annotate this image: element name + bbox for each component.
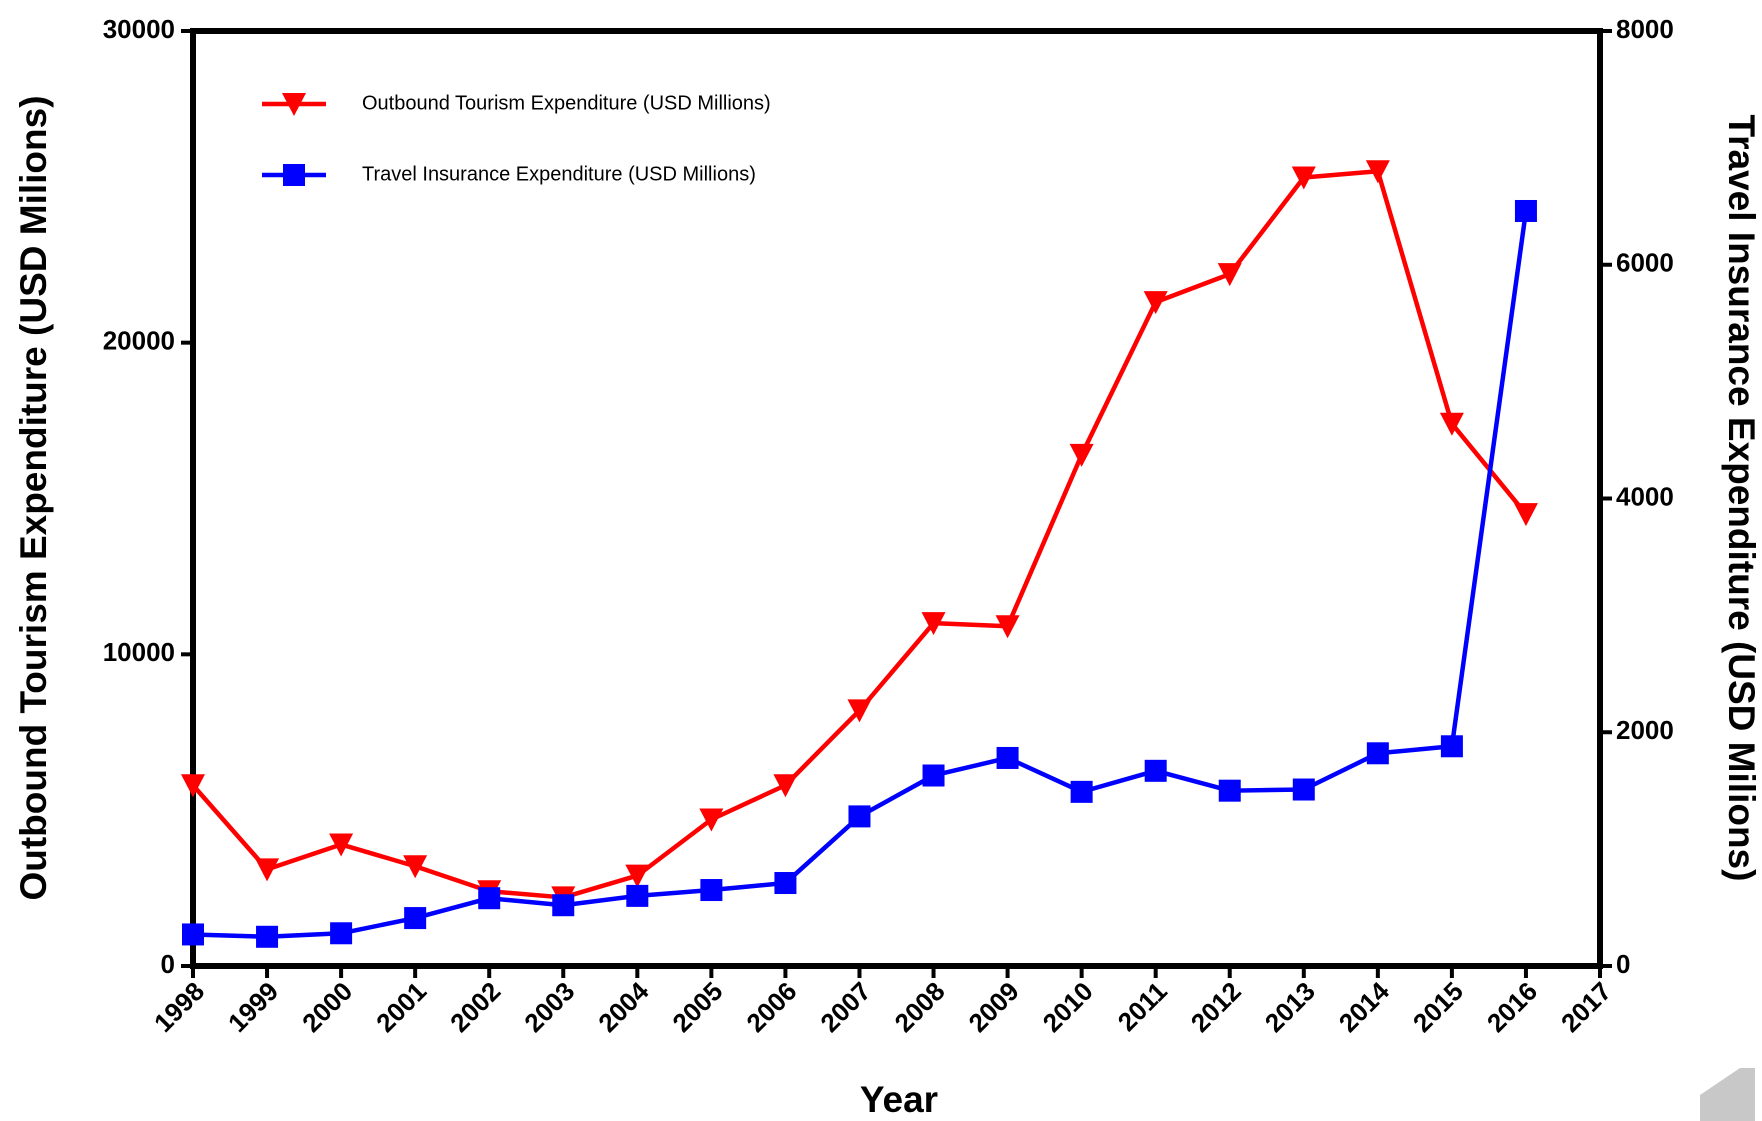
x-tick-label: 2016 [1481,976,1543,1038]
x-tick-label: 2005 [666,976,728,1038]
point [847,699,872,723]
y2-tick-label: 6000 [1616,248,1674,278]
y2-tick-label: 8000 [1616,14,1674,44]
point [256,925,279,948]
y-tick-label: 30000 [103,14,175,44]
x-tick-label: 2001 [370,976,432,1038]
x-tick-label: 2002 [444,976,506,1038]
x-tick-label: 2013 [1259,976,1321,1038]
point [1513,503,1538,527]
point [922,764,945,787]
x-tick-label: 1999 [222,976,284,1038]
point [552,894,575,917]
y2-axis-title: Travel Insurance Expenditure (USD Milion… [1721,115,1762,882]
point [699,808,724,832]
point [625,864,650,888]
point [182,923,204,946]
y-tick-label: 10000 [103,637,175,667]
series-line [191,169,1528,900]
point [1439,412,1464,436]
point [774,872,797,895]
point [995,615,1020,639]
legend-marker [282,93,306,116]
point [1440,735,1463,758]
point [1218,779,1241,802]
y-tick-label: 20000 [103,326,175,356]
y-axis-title: Outbound Tourism Expenditure (USD Milion… [13,95,54,900]
x-tick-label: 2010 [1037,976,1099,1038]
point [773,774,798,798]
point [1143,291,1168,315]
y-tick-label: 0 [161,949,175,979]
x-tick-label: 2017 [1555,976,1617,1038]
plot-frame [190,28,1603,969]
x-tick-label: 2014 [1333,976,1395,1038]
point [255,858,280,882]
point [996,746,1019,769]
point [921,612,946,636]
x-tick-label: 2009 [963,976,1025,1038]
x-tick-label: 2008 [889,976,951,1038]
y2-tick-label: 0 [1616,949,1630,979]
x-tick-label: 2004 [592,976,654,1038]
point [626,884,649,907]
point [330,922,353,945]
point [1366,742,1389,765]
point [848,805,871,828]
x-tick-label: 2015 [1407,976,1469,1038]
point [1291,166,1316,190]
point [1069,443,1094,467]
speaker-shape [1700,1068,1755,1121]
point [700,879,723,902]
x-axis-title: Year [860,1079,938,1120]
x-tick-label: 2006 [740,976,802,1038]
point [1514,199,1537,222]
x-tick-label: 2012 [1185,976,1247,1038]
point [181,774,205,798]
y2-tick-label: 2000 [1616,715,1674,745]
point [1070,780,1093,803]
legend-marker [283,164,305,186]
point [1365,160,1390,184]
x-tick-label: 2007 [814,976,876,1038]
y2-tick-label: 4000 [1616,481,1674,511]
legend-label: Travel Insurance Expenditure (USD Millio… [362,163,756,185]
point [403,855,428,879]
point [329,833,354,857]
x-tick-label: 2000 [296,976,358,1038]
legend-label: Outbound Tourism Expenditure (USD Millio… [362,92,771,114]
x-tick-label: 2011 [1112,976,1173,1037]
series-line [192,210,1529,940]
x-tick-label: 1998 [148,976,210,1038]
point [478,887,501,910]
point [1217,263,1242,287]
point [1292,778,1315,801]
speaker-icon [1700,1068,1755,1121]
point [404,907,427,930]
point [1144,759,1167,782]
x-tick-label: 2003 [518,976,580,1038]
